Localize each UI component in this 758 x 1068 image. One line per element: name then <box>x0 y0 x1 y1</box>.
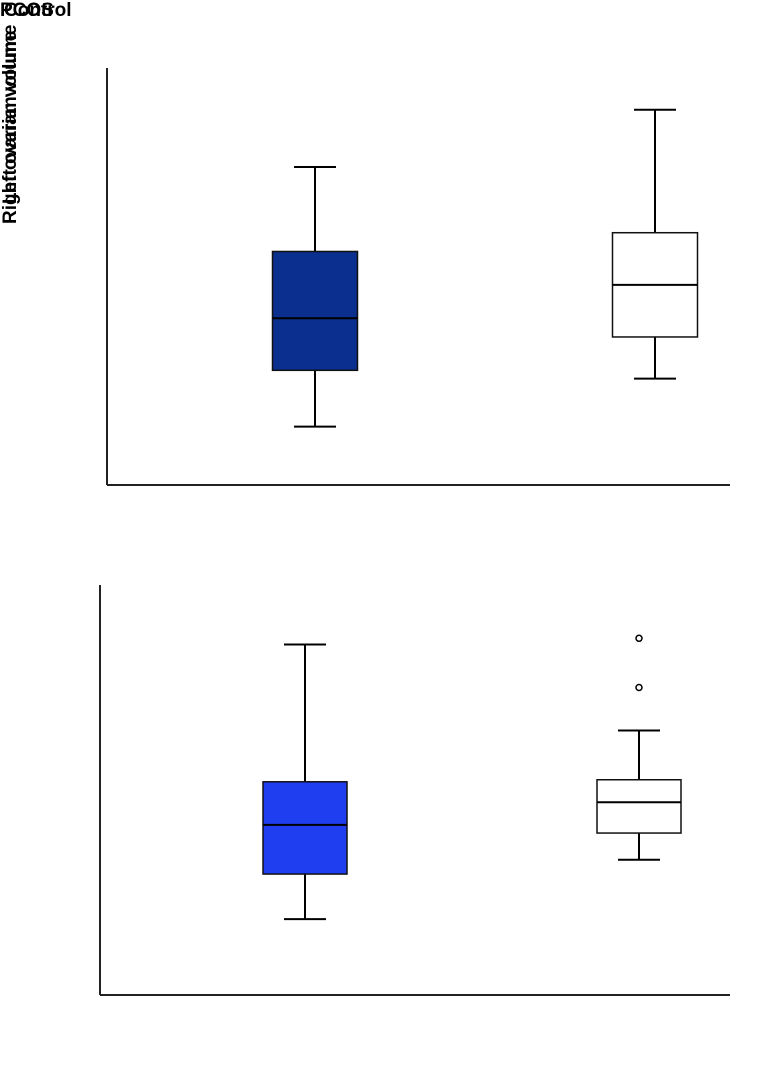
box <box>262 781 348 875</box>
box <box>596 779 682 834</box>
legend-label: Control <box>4 0 72 21</box>
outlier <box>635 683 643 692</box>
outlier <box>635 634 643 643</box>
box <box>271 250 359 372</box>
legend-label: PCOS <box>0 0 54 21</box>
y-axis-label: Left ovarian volume <box>0 25 21 205</box>
y-axis-label: Right ovarian volume <box>0 31 21 224</box>
